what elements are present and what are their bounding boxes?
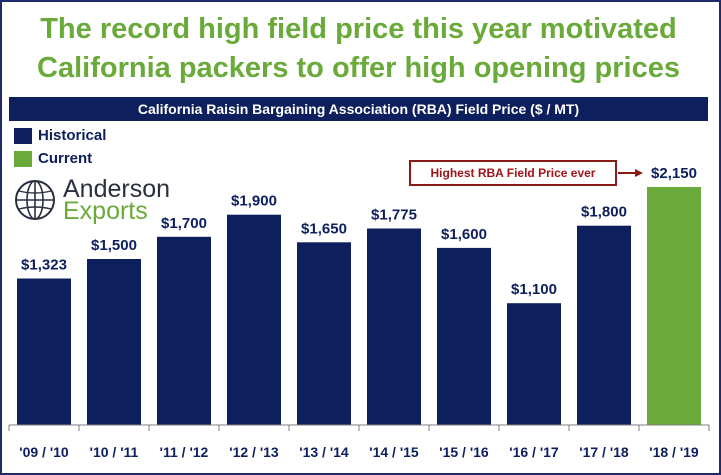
x-tick-label-5: '14 / '15	[369, 444, 419, 460]
value-label-3: $1,900	[231, 193, 277, 210]
bar-2	[157, 236, 211, 425]
legend-swatch-historical	[14, 128, 32, 144]
logo-text-exports: Exports	[63, 197, 148, 225]
value-label-2: $1,700	[161, 215, 207, 232]
x-tick-label-8: '17 / '18	[579, 444, 629, 460]
legend-swatch-current	[14, 151, 32, 167]
headline: The record high field price this year mo…	[0, 10, 717, 88]
x-tick-label-1: '10 / '11	[90, 444, 139, 460]
value-label-9: $2,150	[651, 165, 697, 182]
callout-arrow	[618, 169, 643, 177]
bar-8	[577, 225, 631, 425]
x-tick-label-2: '11 / '12	[160, 444, 209, 460]
legend-label-historical: Historical	[38, 127, 107, 144]
x-labels-group: '09 / '10 '10 / '11 '11 / '12 '12 / '13 '13 …	[19, 444, 699, 460]
bar-1	[87, 259, 141, 425]
bar-0	[17, 278, 71, 425]
x-tick-label-6: '15 / '16	[439, 444, 489, 460]
value-label-7: $1,100	[511, 281, 557, 298]
x-tick-label-9: '18 / '19	[649, 444, 699, 460]
anderson-exports-logo: Anderson Exports	[13, 176, 213, 226]
value-label-5: $1,775	[371, 207, 417, 224]
x-tick-label-0: '09 / '10	[19, 444, 69, 460]
globe-icon	[15, 180, 55, 220]
value-label-1: $1,500	[91, 237, 137, 254]
value-label-0: $1,323	[21, 257, 67, 274]
callout-box: Highest RBA Field Price ever	[409, 160, 617, 186]
value-labels-group: $1,323 $1,500 $1,700 $1,900 $1,650 $1,775 $1,6…	[21, 165, 697, 298]
bar-6	[437, 247, 491, 425]
headline-line-1: The record high field price this year mo…	[40, 13, 677, 45]
bar-5	[367, 228, 421, 425]
legend-label-current: Current	[38, 150, 93, 167]
bars-group	[17, 187, 701, 425]
bar-4	[297, 242, 351, 425]
x-tick-label-7: '16 / '17	[509, 444, 559, 460]
x-ticks-group	[8, 425, 710, 431]
bar-7	[507, 303, 561, 425]
bar-9	[647, 187, 701, 425]
x-tick-label-4: '13 / '14	[299, 444, 349, 460]
chart-title: California Raisin Bargaining Association…	[9, 97, 708, 121]
logo-text-anderson: Anderson	[63, 175, 171, 203]
headline-line-2: California packers to offer high opening…	[37, 52, 680, 84]
value-label-8: $1,800	[581, 204, 627, 221]
value-label-6: $1,600	[441, 226, 487, 243]
x-tick-label-3: '12 / '13	[229, 444, 279, 460]
bar-3	[227, 214, 281, 425]
value-label-4: $1,650	[301, 220, 347, 237]
